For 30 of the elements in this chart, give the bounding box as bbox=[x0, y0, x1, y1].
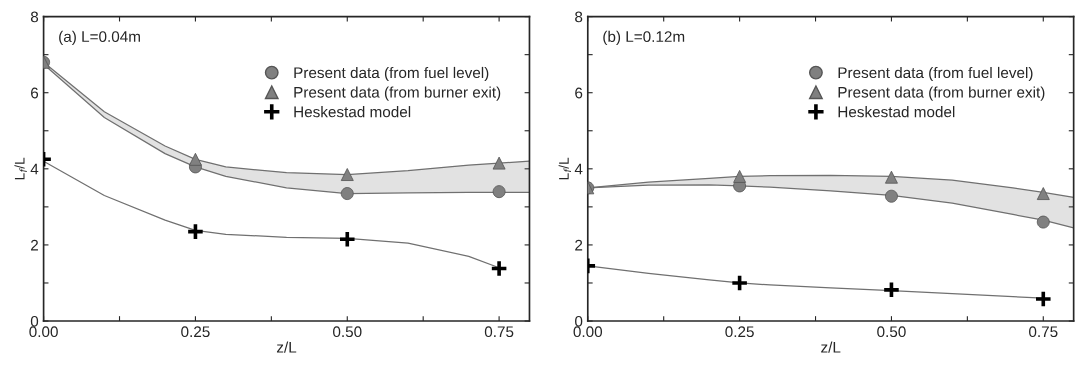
y-tick-label: 0 bbox=[30, 315, 39, 327]
y-axis-title: L$_{f}$/L bbox=[558, 157, 571, 180]
x-axis-title: z/L bbox=[276, 341, 297, 353]
legend-label: Present data (from fuel level) bbox=[838, 66, 1033, 82]
y-tick-label: 6 bbox=[31, 87, 39, 99]
y-tick-label: 2 bbox=[575, 239, 583, 251]
y-tick-label: 4 bbox=[574, 163, 583, 175]
y-tick-label: 0 bbox=[575, 315, 583, 327]
legend-label: Present data (from burner exit) bbox=[838, 86, 1045, 101]
legend-label: Present data (from burner exit) bbox=[294, 86, 501, 101]
annotation: (a) L=0.04m bbox=[59, 30, 140, 46]
x-tick-label: 0.75 bbox=[1029, 326, 1058, 338]
y-axis-title: L$_{f}$/L bbox=[14, 157, 27, 180]
x-tick-label: 0.50 bbox=[877, 326, 906, 338]
legend-label: Heskestad model bbox=[838, 106, 955, 118]
x-tick-label: 0.00 bbox=[573, 326, 603, 338]
x-tick-label: 0.50 bbox=[333, 326, 362, 338]
x-tick-label: 0.00 bbox=[29, 326, 58, 338]
annotation: (b) L=0.12m bbox=[603, 30, 685, 46]
legend-label: Present data (from fuel level) bbox=[294, 66, 489, 82]
x-axis-title: z/L bbox=[821, 341, 841, 353]
y-tick-label: 4 bbox=[30, 163, 39, 175]
y-tick-label: 8 bbox=[30, 11, 39, 23]
y-tick-label: 2 bbox=[31, 239, 38, 251]
x-tick-label: 0.25 bbox=[725, 326, 754, 338]
legend-label: Heskestad model bbox=[294, 106, 411, 118]
y-tick-label: 8 bbox=[575, 11, 583, 23]
x-tick-label: 0.25 bbox=[181, 326, 210, 338]
x-tick-label: 0.75 bbox=[484, 326, 514, 338]
y-tick-label: 6 bbox=[575, 87, 583, 99]
